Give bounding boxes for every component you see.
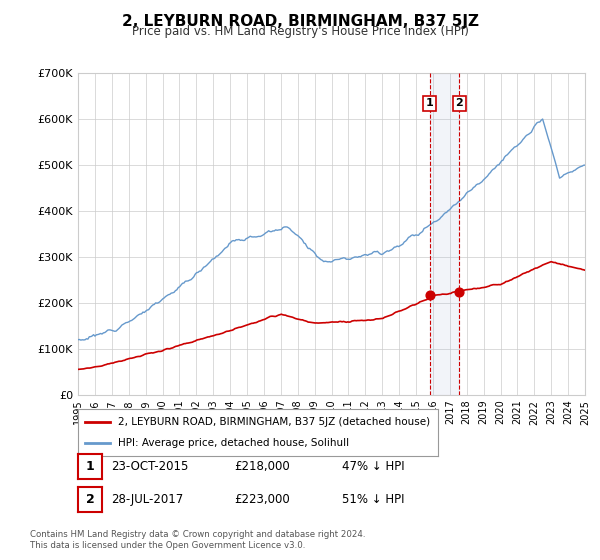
Text: 2: 2	[86, 493, 94, 506]
Text: 2: 2	[455, 99, 463, 109]
Text: This data is licensed under the Open Government Licence v3.0.: This data is licensed under the Open Gov…	[30, 541, 305, 550]
Text: HPI: Average price, detached house, Solihull: HPI: Average price, detached house, Soli…	[118, 438, 349, 448]
Point	[454, 288, 464, 297]
Text: 51% ↓ HPI: 51% ↓ HPI	[342, 493, 404, 506]
Text: £223,000: £223,000	[234, 493, 290, 506]
Text: 23-OCT-2015: 23-OCT-2015	[111, 460, 188, 473]
Text: 1: 1	[426, 99, 434, 109]
Text: Price paid vs. HM Land Registry's House Price Index (HPI): Price paid vs. HM Land Registry's House …	[131, 25, 469, 38]
Bar	[430, 73, 459, 395]
Text: Contains HM Land Registry data © Crown copyright and database right 2024.: Contains HM Land Registry data © Crown c…	[30, 530, 365, 539]
Point	[425, 290, 434, 299]
Text: 2, LEYBURN ROAD, BIRMINGHAM, B37 5JZ: 2, LEYBURN ROAD, BIRMINGHAM, B37 5JZ	[121, 14, 479, 29]
Text: 47% ↓ HPI: 47% ↓ HPI	[342, 460, 404, 473]
Text: 2, LEYBURN ROAD, BIRMINGHAM, B37 5JZ (detached house): 2, LEYBURN ROAD, BIRMINGHAM, B37 5JZ (de…	[118, 417, 430, 427]
Text: 28-JUL-2017: 28-JUL-2017	[111, 493, 183, 506]
Text: £218,000: £218,000	[234, 460, 290, 473]
Text: 1: 1	[86, 460, 94, 473]
